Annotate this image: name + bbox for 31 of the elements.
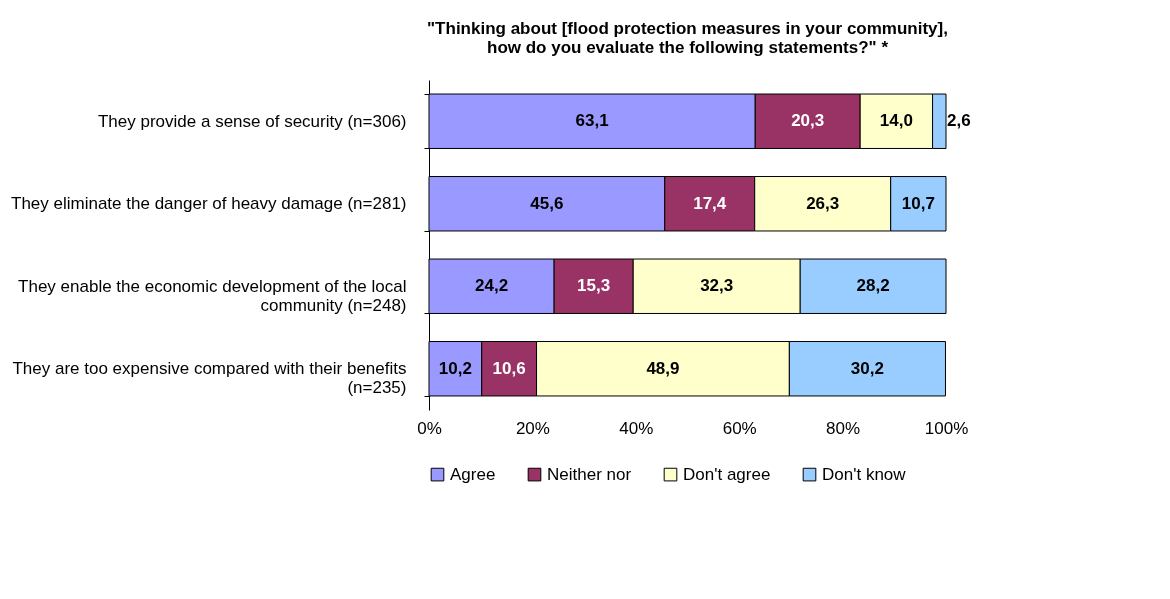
data-label: 32,3 bbox=[700, 276, 734, 296]
x-tick-label: 20% bbox=[515, 418, 550, 438]
data-label: 63,1 bbox=[575, 111, 609, 131]
data-label: 2,6 bbox=[947, 111, 971, 131]
data-label: 24,2 bbox=[475, 276, 509, 296]
data-label: 17,4 bbox=[693, 193, 727, 213]
chart-title: "Thinking about [flood protection measures in your community], how do you evaluate the following statements?" * bbox=[427, 19, 948, 57]
data-label: 10,7 bbox=[901, 193, 935, 213]
legend-label: Agree bbox=[450, 464, 496, 484]
data-label: 10,2 bbox=[438, 358, 472, 378]
data-label: 15,3 bbox=[577, 276, 611, 296]
legend-label: Neither nor bbox=[547, 464, 632, 484]
y-tick-label: They enable the economic development of the local community (n=248) bbox=[18, 276, 407, 315]
x-tick-label: 100% bbox=[924, 418, 969, 438]
data-label: 14,0 bbox=[879, 111, 913, 131]
legend-label: Don't know bbox=[822, 464, 907, 484]
data-label: 28,2 bbox=[856, 276, 890, 296]
data-label: 26,3 bbox=[806, 193, 840, 213]
x-tick-label: 60% bbox=[722, 418, 757, 438]
y-tick-label: They eliminate the danger of heavy damage (n=281) bbox=[11, 194, 407, 214]
x-tick-label: 40% bbox=[619, 418, 654, 438]
data-label: 45,6 bbox=[530, 193, 564, 213]
x-tick-label: 0% bbox=[417, 418, 442, 438]
x-tick-label: 80% bbox=[826, 418, 861, 438]
y-tick-label: They are too expensive compared with their benefits (n=235) bbox=[12, 359, 407, 398]
legend-label: Don't agree bbox=[683, 464, 771, 484]
data-label: 10,6 bbox=[492, 358, 526, 378]
data-label: 48,9 bbox=[646, 358, 680, 378]
data-label: 20,3 bbox=[791, 111, 825, 131]
data-label: 30,2 bbox=[850, 358, 884, 378]
y-tick-label: They provide a sense of security (n=306) bbox=[97, 111, 407, 131]
